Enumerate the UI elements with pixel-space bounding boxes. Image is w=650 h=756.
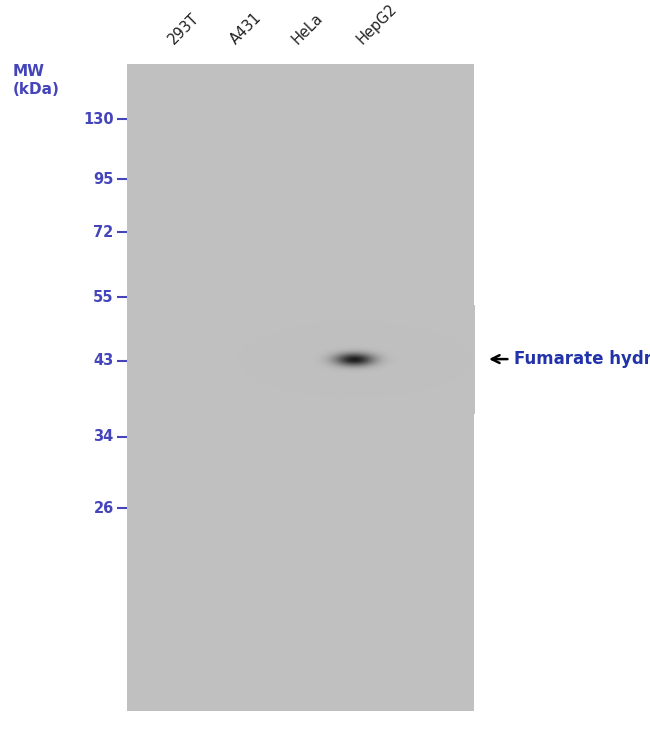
Text: MW
(kDa): MW (kDa) [13, 64, 60, 97]
Text: HepG2: HepG2 [354, 1, 400, 47]
Text: 72: 72 [94, 225, 114, 240]
Text: HeLa: HeLa [289, 10, 326, 47]
Text: 26: 26 [94, 500, 114, 516]
Text: 95: 95 [94, 172, 114, 187]
Bar [127, 64, 474, 711]
Text: 293T: 293T [166, 11, 202, 47]
Text: 130: 130 [83, 112, 114, 127]
Text: 34: 34 [94, 429, 114, 445]
Text: 55: 55 [93, 290, 114, 305]
Text: 43: 43 [94, 353, 114, 368]
Text: Fumarate hydratase: Fumarate hydratase [514, 350, 650, 368]
Text: A431: A431 [227, 10, 265, 47]
